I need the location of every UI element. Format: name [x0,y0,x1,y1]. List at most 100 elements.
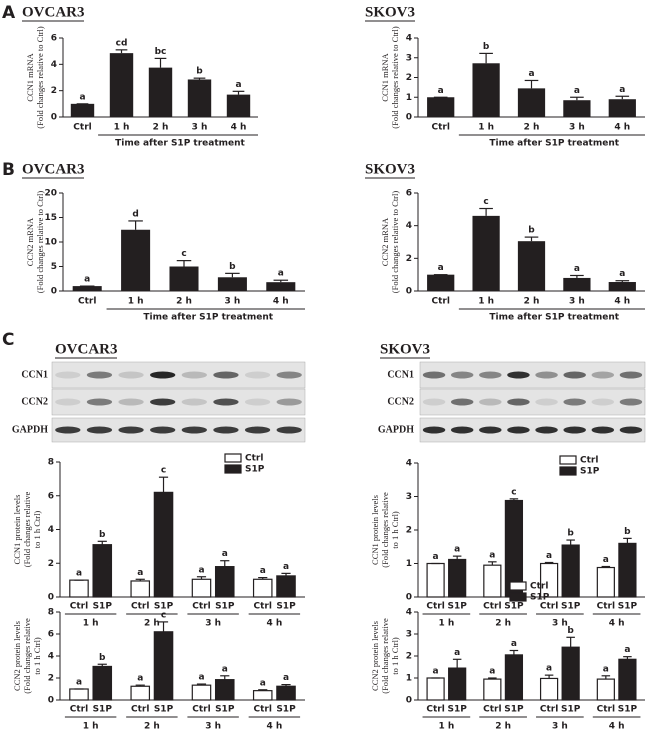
y-tick-label: 6 [406,189,412,199]
significance-letter: b [483,42,490,52]
significance-letter: c [161,466,166,476]
y-tick-label: 2 [406,526,412,536]
significance-letter: b [196,67,203,77]
x-tick-label: 4 h [614,123,630,133]
significance-letter: a [546,664,552,674]
y-axis-label: to 1 h Ctrl) [390,511,400,549]
x-tick-label: Ctrl [73,123,91,133]
y-tick-label: 0 [406,696,412,706]
blot-band [479,398,502,406]
significance-letter: a [511,639,517,649]
x-tick-label: 1 h [83,619,99,629]
bar [187,79,212,117]
bar [72,286,102,291]
y-tick-label: 0 [51,287,57,297]
blot-band [213,398,239,406]
x-tick-label: 2 h [153,123,169,133]
significance-letter: a [624,645,630,655]
y-axis-label: CCN2 mRNA [25,217,35,266]
blot-band [150,398,176,406]
significance-letter: a [278,269,284,279]
x-tick-label: 4 h [609,722,625,732]
x-sub-label: S1P [154,705,174,715]
bar [153,491,174,598]
bar [517,241,546,291]
x-tick-label: 4 h [266,619,282,629]
bar [130,685,151,701]
x-sub-label: S1P [93,602,113,612]
bar [561,544,580,598]
x-sub-label: S1P [561,705,581,715]
bar [618,542,637,598]
significance-letter: a [433,552,439,562]
blot-band [619,398,643,406]
x-sub-label: Ctrl [540,602,558,612]
bar [153,631,174,701]
x-tick-label: 1 h [438,722,454,732]
blot-band [118,371,144,379]
significance-letter: a [454,545,460,555]
x-tick-label: 1 h [128,297,144,307]
bar [169,266,199,291]
x-tick-label: 4 h [609,619,625,629]
y-tick-label: 2 [406,73,412,83]
x-tick-label: 1 h [478,297,494,307]
x-tick-label: 3 h [224,297,240,307]
blot-band [479,426,502,434]
significance-letter: c [511,487,516,497]
y-tick-label: 4 [406,608,412,618]
significance-letter: a [222,549,228,559]
blot-row-label: CCN2 [21,396,48,407]
x-tick-label: 2 h [176,297,192,307]
significance-letter: a [76,678,82,688]
x-tick-label: 2 h [144,619,160,629]
x-sub-label: S1P [447,705,467,715]
bar [69,688,89,701]
x-tick-label: 3 h [205,619,221,629]
x-axis-label: Time after S1P treatment [489,139,619,149]
significance-letter: a [603,555,609,565]
bar [561,646,580,701]
significance-letter: a [619,85,625,95]
blot-band [213,371,239,379]
significance-letter: b [624,527,631,537]
x-tick-label: 2 h [495,619,511,629]
y-tick-label: 1 [406,559,412,569]
x-sub-label: S1P [154,602,174,612]
x-tick-label: 1 h [83,722,99,732]
y-tick-label: 4 [48,525,54,535]
y-tick-label: 15 [44,213,57,223]
y-tick-label: 2 [406,652,412,662]
significance-letter: b [528,226,535,236]
x-sub-label: Ctrl [426,602,444,612]
x-tick-label: 3 h [205,722,221,732]
y-tick-label: 6 [48,491,54,501]
bar [483,678,502,701]
y-axis-label: CCN1 mRNA [380,52,390,101]
bar [226,94,251,117]
legend-swatch [509,581,527,591]
blot-band [244,398,271,406]
bar [252,578,273,598]
blot-band [150,426,176,434]
x-tick-label: 2 h [495,722,511,732]
x-tick-label: 3 h [192,123,208,133]
y-axis-label: (Fold changes relative to Ctrl) [35,26,45,129]
blot-band [86,398,113,406]
blot-row-label: CCN1 [387,369,414,380]
significance-letter: a [619,269,625,279]
legend-label: S1P [245,465,265,475]
significance-letter: a [79,92,85,102]
blot-band [276,371,302,379]
legend-swatch [559,455,577,465]
blot-band [213,426,239,434]
y-tick-label: 2 [51,86,57,96]
blot-band [244,426,271,434]
y-axis-label: (Fold changes relative to Ctrl) [35,191,45,294]
legend-swatch [224,453,242,463]
blot-title: SKOV3 [380,341,430,357]
bar [472,63,500,117]
y-axis-label: CCN2 mRNA [380,217,390,266]
x-axis-label: Time after S1P treatment [489,313,619,323]
y-axis-label: CCN1 mRNA [25,52,35,101]
